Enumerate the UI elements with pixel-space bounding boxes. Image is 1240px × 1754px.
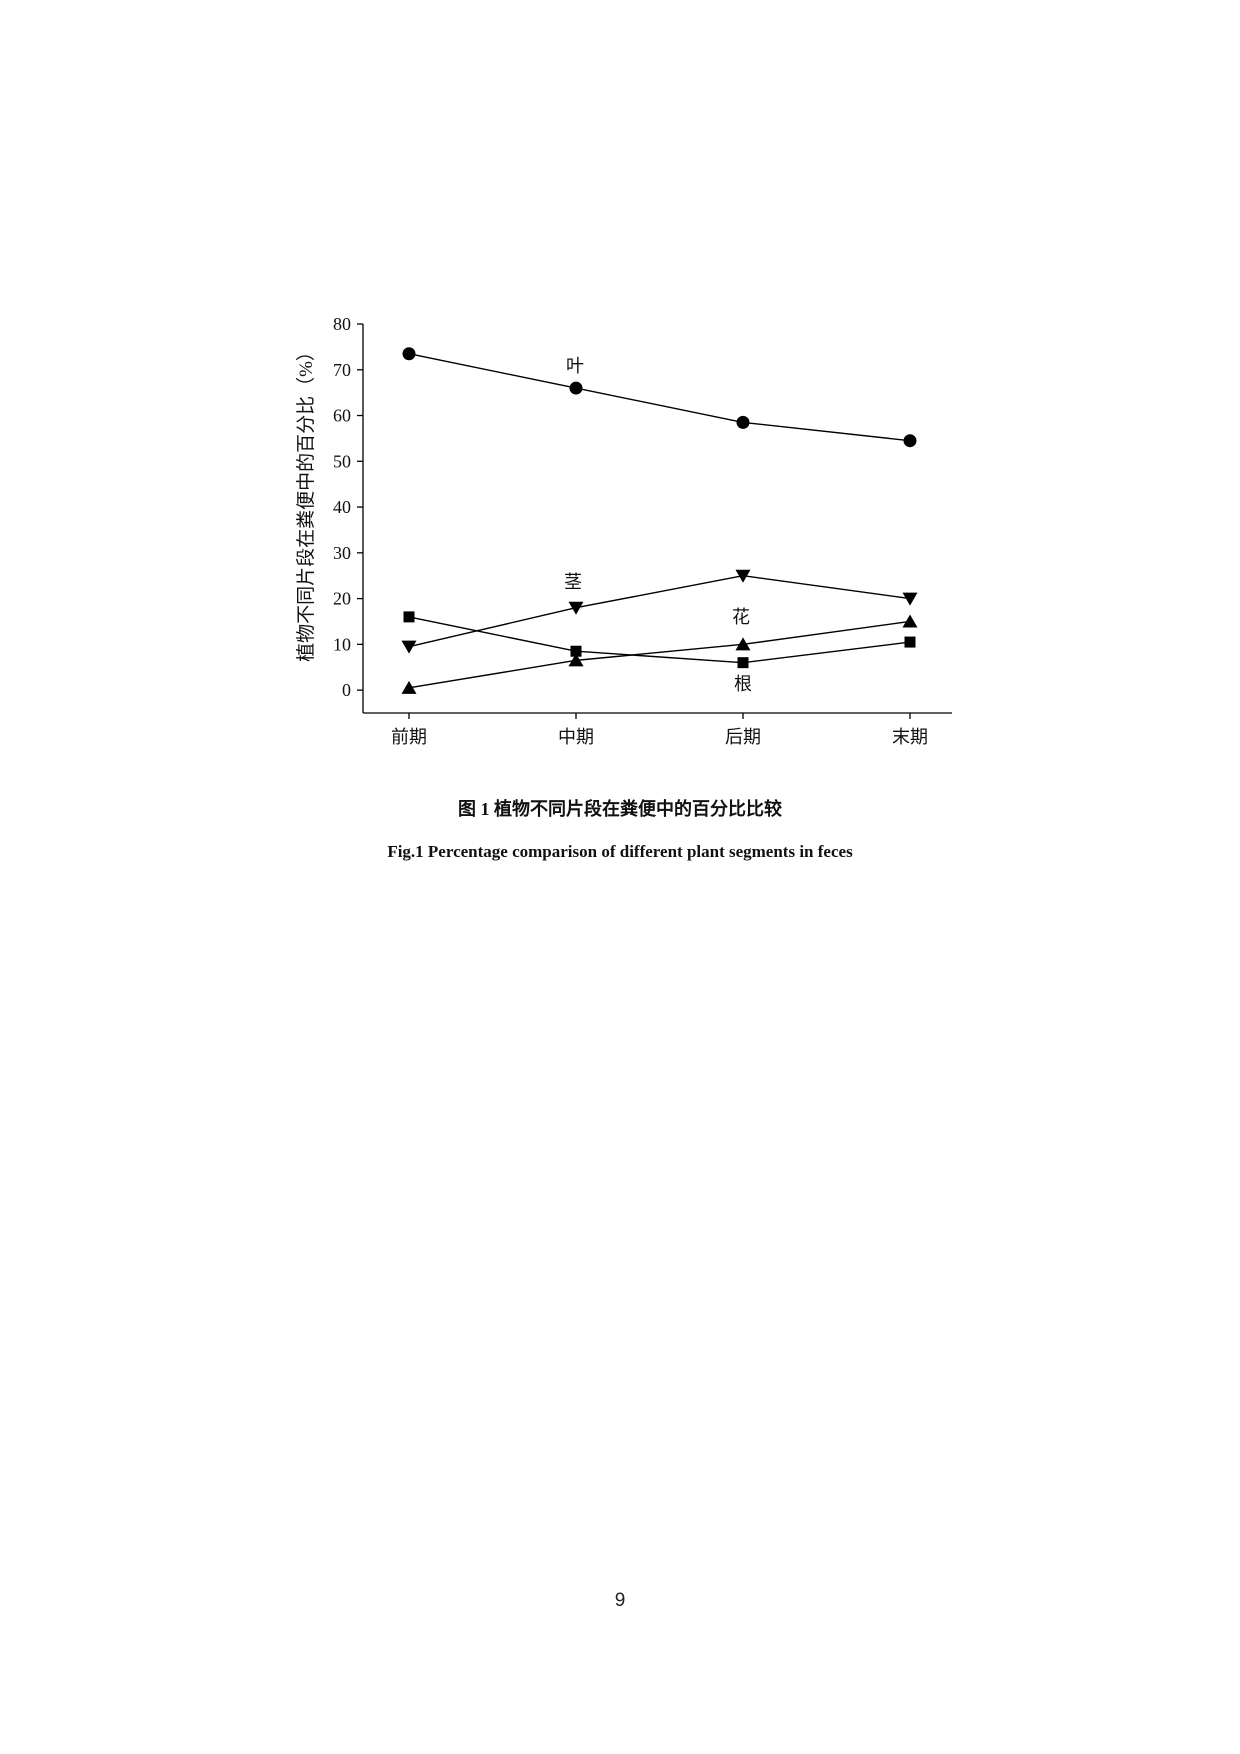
marker: [735, 637, 751, 651]
y-tick-label: 70: [333, 360, 351, 380]
y-tick-label: 20: [333, 589, 351, 609]
marker: [737, 657, 749, 669]
y-tick-label: 30: [333, 543, 351, 563]
x-tick-label: 末期: [892, 727, 928, 747]
series-line: [408, 574, 911, 648]
y-axis-label: 植物不同片段在粪便中的百分比（%）: [295, 342, 317, 662]
y-tick-label: 40: [333, 497, 351, 517]
marker: [903, 434, 917, 448]
y-tick-label: 60: [333, 406, 351, 426]
caption-zh: 图 1 植物不同片段在粪便中的百分比比较: [458, 799, 782, 819]
marker: [402, 347, 416, 361]
marker: [736, 415, 750, 429]
y-tick-label: 0: [342, 680, 351, 700]
y-tick-label: 80: [333, 314, 351, 334]
marker: [904, 636, 916, 648]
series-label: 花: [732, 607, 750, 627]
chart: 植物不同片段在粪便中的百分比（%） 0 10 20 30 40 50 60 70 80 前期 中期 后…: [295, 314, 952, 747]
series-line: [408, 616, 911, 664]
series-line: [408, 353, 911, 442]
marker: [569, 381, 583, 395]
caption-en: Fig.1 Percentage comparison of different…: [387, 842, 853, 861]
series-label: 根: [734, 674, 752, 694]
series-line: [408, 620, 911, 689]
marker: [568, 601, 584, 615]
series-label: 叶: [566, 356, 584, 376]
series-label: 茎: [564, 572, 582, 592]
marker: [902, 592, 918, 606]
x-tick-label: 前期: [391, 727, 427, 747]
marker: [568, 653, 584, 667]
x-tick-label: 中期: [558, 727, 594, 747]
y-tick-label: 50: [333, 451, 351, 471]
marker: [403, 611, 415, 623]
marker: [902, 614, 918, 628]
marker: [401, 680, 417, 694]
marker: [735, 569, 751, 583]
x-tick-label: 后期: [725, 727, 761, 747]
marker: [401, 640, 417, 654]
page-number: 9: [614, 1590, 626, 1611]
y-tick-label: 10: [333, 634, 351, 654]
marker: [570, 645, 582, 657]
